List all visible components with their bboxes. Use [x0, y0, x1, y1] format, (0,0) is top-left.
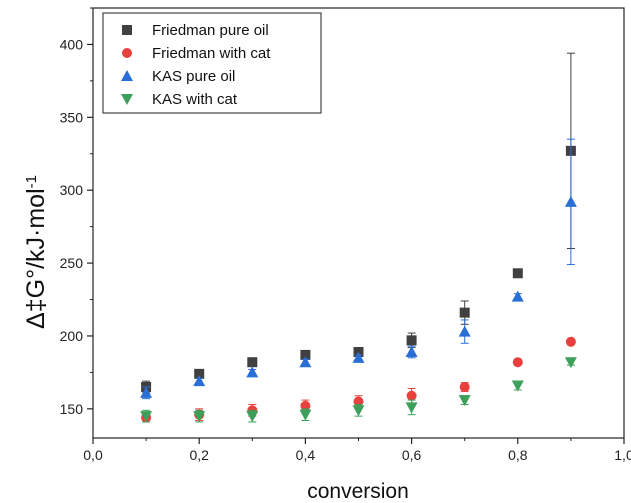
- y-tick-label: 300: [60, 182, 84, 198]
- x-tick-label: 0,6: [402, 447, 422, 463]
- y-axis: 150 200 250 300 350 400: [60, 7, 93, 417]
- data-point: [246, 366, 259, 378]
- y-axis-title: Δ‡G°/kJ·mol-1: [22, 175, 50, 329]
- data-point: [140, 386, 153, 398]
- x-tick-label: 1,0: [614, 447, 631, 463]
- data-point: [300, 349, 311, 360]
- legend-marker: [121, 70, 133, 81]
- legend-label: KAS pure oil: [152, 68, 235, 85]
- series-layer: [140, 52, 577, 423]
- x-tick-label: 0,4: [296, 447, 316, 463]
- data-point: [247, 357, 258, 368]
- data-point: [193, 375, 206, 387]
- y-axis-title-main: Δ‡G°/kJ·mol: [22, 188, 50, 329]
- y-tick-label: 250: [60, 255, 84, 271]
- y-tick-label: 150: [60, 401, 84, 417]
- data-point: [511, 290, 524, 302]
- data-point: [458, 325, 471, 337]
- legend-label: Friedman pure oil: [152, 22, 269, 39]
- legend-marker: [122, 25, 132, 35]
- data-point: [406, 390, 417, 401]
- data-point: [459, 381, 470, 392]
- data-point: [459, 307, 470, 318]
- data-point: [299, 356, 312, 368]
- x-axis-title: conversion: [307, 480, 409, 503]
- y-axis-title-superscript: -1: [23, 175, 40, 188]
- data-point: [511, 380, 524, 392]
- legend-label: Friedman with cat: [152, 45, 271, 62]
- x-tick-label: 0,2: [189, 447, 209, 463]
- legend: Friedman pure oil Friedman with cat KAS pu…: [102, 12, 322, 114]
- data-point: [565, 336, 576, 347]
- data-point: [564, 195, 577, 207]
- data-point: [458, 395, 471, 407]
- data-point: [299, 409, 312, 421]
- series-kas-pure-oil: [140, 138, 577, 400]
- data-point: [352, 405, 365, 417]
- data-point: [512, 268, 523, 279]
- data-point: [246, 411, 259, 423]
- legend-marker: [122, 48, 132, 58]
- x-tick-label: 0,0: [83, 447, 103, 463]
- series-kas-with-cat: [140, 357, 577, 423]
- data-point: [140, 411, 153, 423]
- data-point: [352, 351, 365, 363]
- x-tick-label: 0,8: [508, 447, 528, 463]
- data-point: [193, 411, 206, 423]
- y-tick-label: 400: [60, 36, 84, 52]
- data-point: [405, 346, 418, 357]
- data-point: [194, 368, 205, 379]
- y-tick-label: 200: [60, 328, 84, 344]
- data-point: [564, 357, 577, 369]
- data-point: [405, 402, 418, 414]
- y-tick-label: 350: [60, 109, 84, 125]
- legend-box: [102, 12, 322, 114]
- data-point: [512, 357, 523, 368]
- legend-label: KAS with cat: [152, 91, 238, 108]
- x-axis: 0,0 0,2 0,4 0,6 0,8 1,0: [83, 438, 631, 463]
- legend-marker: [121, 94, 133, 105]
- data-point: [406, 335, 417, 346]
